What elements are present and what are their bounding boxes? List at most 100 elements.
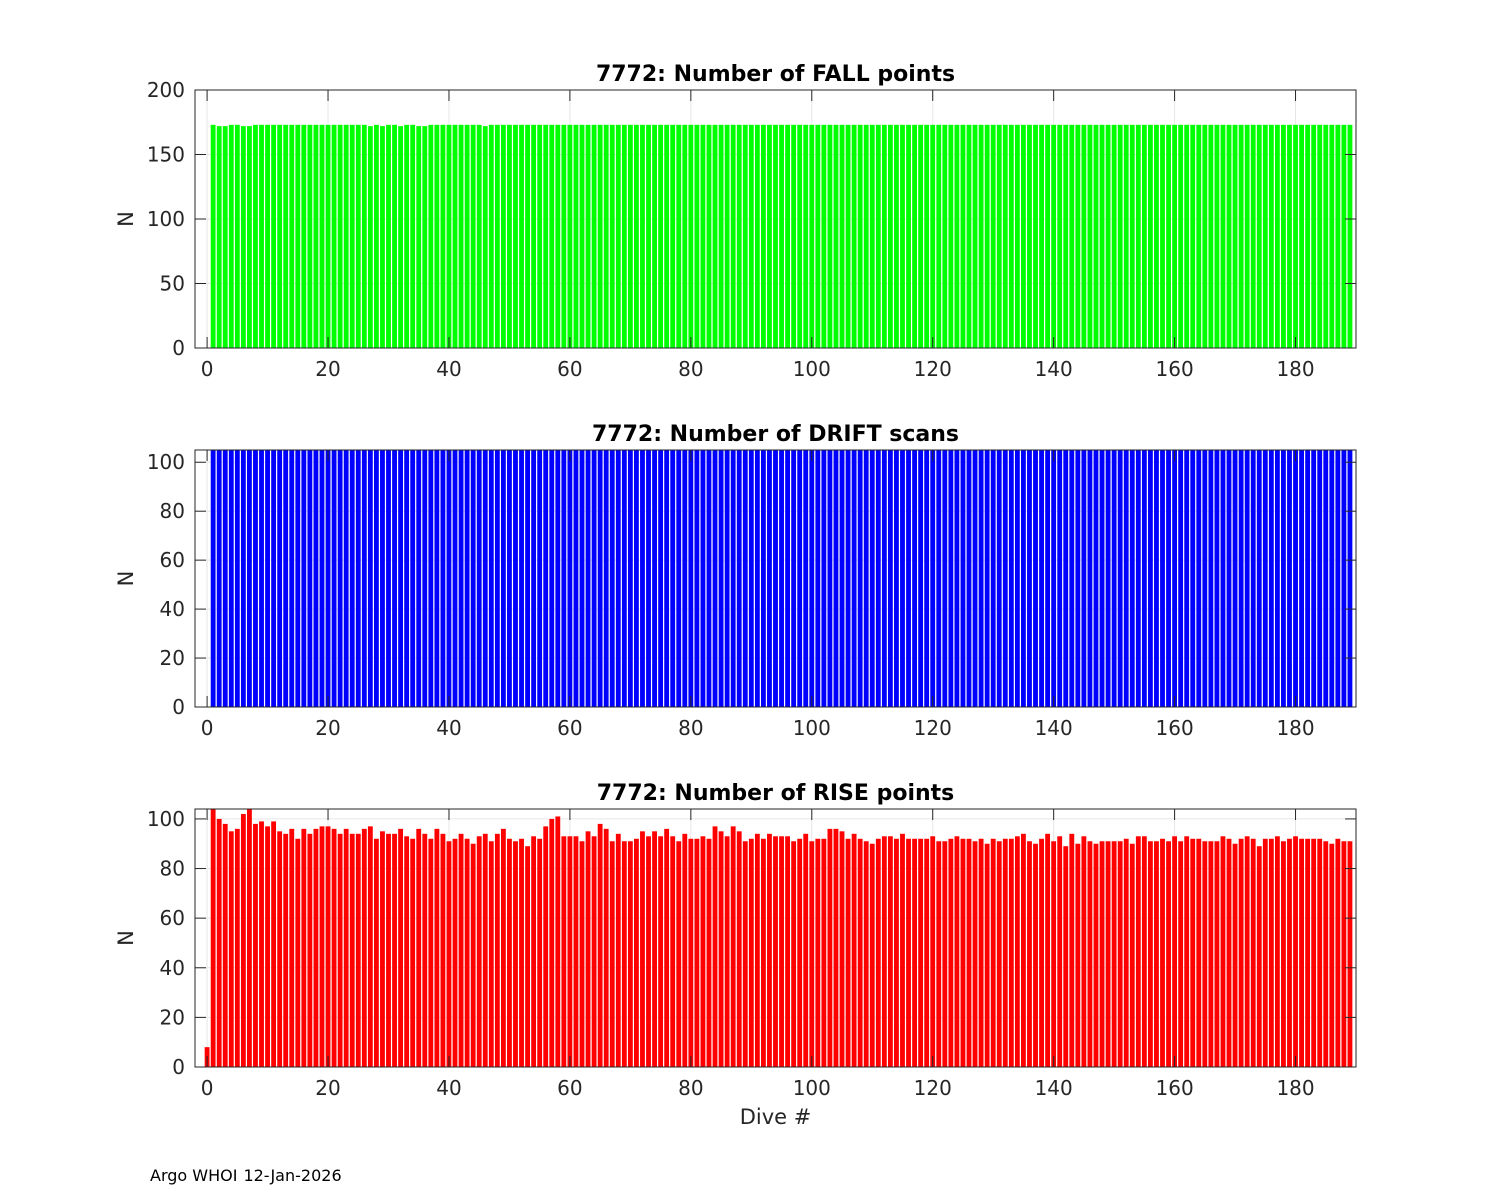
- bar: [1081, 836, 1087, 1067]
- bar: [1232, 450, 1238, 707]
- bar: [579, 841, 585, 1067]
- chart-title: 7772: Number of DRIFT scans: [592, 422, 959, 447]
- bar: [1135, 124, 1141, 348]
- bar: [706, 124, 712, 348]
- bar: [259, 821, 264, 1067]
- bar: [646, 124, 651, 348]
- bar: [1190, 838, 1196, 1067]
- bar: [373, 124, 379, 348]
- axes-box: [194, 808, 1357, 1068]
- bar: [809, 450, 815, 707]
- bar: [1039, 838, 1044, 1067]
- y-tick-label: 150: [147, 143, 185, 167]
- bar: [1202, 450, 1208, 707]
- bar: [349, 833, 355, 1067]
- bar: [1147, 450, 1153, 707]
- bar: [615, 833, 621, 1067]
- bar: [621, 841, 627, 1067]
- bar: [1123, 124, 1129, 348]
- bar: [621, 124, 627, 348]
- bar: [603, 124, 609, 348]
- bar: [670, 836, 676, 1067]
- bar: [525, 124, 530, 348]
- bar: [361, 450, 367, 707]
- bar: [410, 124, 416, 348]
- x-tick-label: 100: [793, 716, 831, 740]
- bar: [531, 836, 537, 1067]
- bar: [682, 833, 688, 1067]
- bar: [839, 124, 845, 348]
- bar: [458, 833, 464, 1067]
- y-tick-label: 80: [160, 499, 185, 523]
- bar: [307, 833, 313, 1067]
- bar: [827, 124, 833, 348]
- bar: [767, 833, 772, 1067]
- bar: [591, 450, 597, 707]
- bar: [470, 450, 476, 707]
- bar: [966, 124, 972, 348]
- x-tick-label: 140: [1035, 357, 1073, 381]
- bar: [1208, 124, 1214, 348]
- bar: [1033, 124, 1038, 348]
- bar: [301, 828, 307, 1067]
- axes-box: [194, 449, 1357, 708]
- bar: [1293, 836, 1298, 1067]
- bar: [627, 124, 633, 348]
- bar: [1196, 124, 1202, 348]
- bar: [1226, 450, 1232, 707]
- bar: [1220, 836, 1226, 1067]
- bar: [380, 126, 385, 348]
- bar: [634, 124, 639, 348]
- bar: [767, 124, 772, 348]
- bar: [664, 450, 670, 707]
- bar: [1347, 841, 1353, 1067]
- bar: [482, 833, 488, 1067]
- x-tick-label: 100: [793, 357, 831, 381]
- bar: [507, 124, 512, 348]
- bar: [1014, 450, 1020, 707]
- bar: [1305, 124, 1311, 348]
- bar: [307, 450, 313, 707]
- bar: [942, 124, 948, 348]
- bar: [343, 124, 349, 348]
- bar: [1166, 450, 1171, 707]
- bar: [1281, 124, 1286, 348]
- bar: [222, 126, 228, 348]
- bar: [488, 841, 494, 1067]
- bar: [1045, 450, 1051, 707]
- bar: [1190, 124, 1196, 348]
- bar: [1081, 124, 1087, 348]
- bar: [464, 450, 470, 707]
- footer-credit: Argo WHOI 12-Jan-2026: [150, 1166, 348, 1185]
- bar: [936, 841, 942, 1067]
- bar: [434, 124, 440, 348]
- bar: [815, 124, 821, 348]
- bar: [845, 124, 851, 348]
- bar: [1274, 450, 1280, 707]
- bar: [621, 450, 627, 707]
- bar: [519, 838, 524, 1067]
- bar: [845, 450, 851, 707]
- bar: [785, 450, 791, 707]
- y-axis-label: N: [114, 930, 138, 946]
- bar: [1166, 124, 1171, 348]
- bar: [531, 124, 537, 348]
- bar: [555, 124, 561, 348]
- bar: [591, 124, 597, 348]
- bar: [1123, 450, 1129, 707]
- x-tick-label: 40: [436, 357, 461, 381]
- bar: [779, 124, 784, 348]
- bar: [839, 450, 845, 707]
- bar: [1323, 841, 1329, 1067]
- bar: [748, 450, 754, 707]
- bar: [948, 450, 954, 707]
- bar: [833, 828, 839, 1067]
- bar: [754, 833, 760, 1067]
- bar: [476, 450, 482, 707]
- bar: [1347, 450, 1353, 707]
- bar: [1214, 450, 1220, 707]
- x-tick-label: 0: [201, 1076, 214, 1100]
- bar: [791, 841, 797, 1067]
- y-tick-label: 40: [160, 597, 185, 621]
- bar: [1002, 838, 1008, 1067]
